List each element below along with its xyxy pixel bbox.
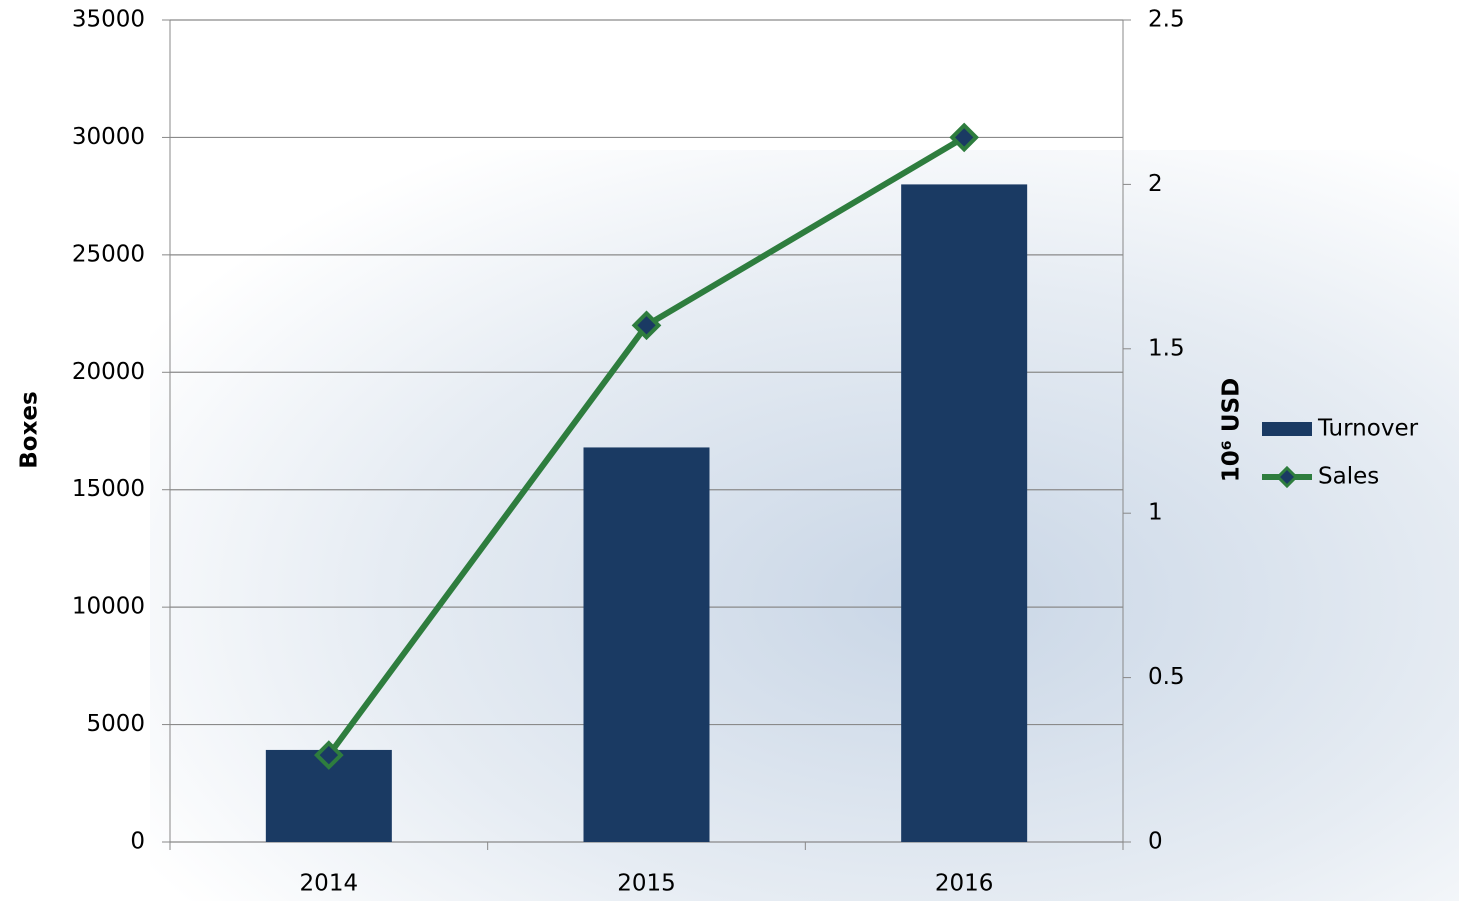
- legend-swatch: [1262, 422, 1312, 436]
- y2-tick-label: 1: [1148, 500, 1163, 526]
- y-tick-label: 10000: [72, 594, 145, 620]
- legend-label: Sales: [1318, 464, 1379, 490]
- chart: Boxes 10⁶ USD 0 5000 10000 15000 20000 25000 3…: [0, 0, 1459, 901]
- y2-tick-label: 0.5: [1148, 664, 1185, 690]
- y-tick-label: 20000: [72, 359, 145, 385]
- y-tick-label: 0: [130, 829, 145, 855]
- y-axis-title: Boxes: [17, 391, 43, 468]
- y-tick-label: 15000: [72, 476, 145, 502]
- y2-tick-label: 0: [1148, 829, 1163, 855]
- y2-tick-label: 2.5: [1148, 7, 1185, 33]
- x-tick-label: 2014: [300, 871, 359, 897]
- y-tick-label: 25000: [72, 241, 145, 267]
- y2-tick-label: 1.5: [1148, 335, 1185, 361]
- y-tick-label: 35000: [72, 7, 145, 33]
- legend-label: Turnover: [1317, 416, 1419, 442]
- y-tick-label: 30000: [72, 124, 145, 150]
- bar: [584, 447, 710, 842]
- y2-axis-title: 10⁶ USD: [1219, 378, 1245, 482]
- x-tick-label: 2015: [617, 871, 676, 897]
- x-tick-label: 2016: [935, 871, 994, 897]
- y-tick-label: 5000: [86, 711, 145, 737]
- bar: [901, 184, 1027, 842]
- y2-tick-label: 2: [1148, 171, 1163, 197]
